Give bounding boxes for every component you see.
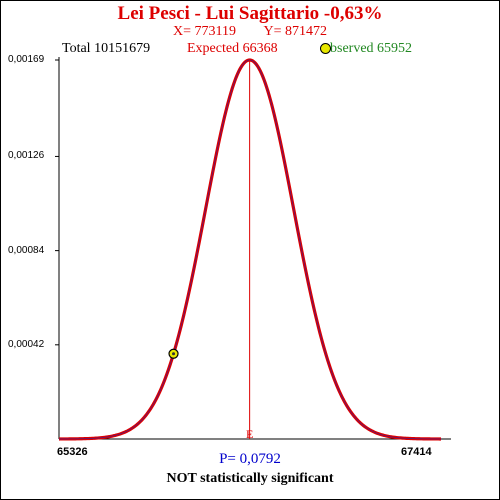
observed-label-text: bserved 65952: [330, 41, 413, 56]
expected-label: Expected 66368: [187, 41, 278, 56]
x-value: X= 773119: [172, 24, 236, 39]
y-tick-label: 0,00042: [8, 338, 45, 350]
x-tick-min: 65326: [57, 446, 88, 458]
observed-legend-marker: [320, 43, 331, 54]
y-tick-label: 0,00126: [8, 150, 45, 162]
observed-point-center: [172, 352, 176, 356]
observed-label: bserved 65952: [320, 41, 412, 57]
y-value: Y= 871472: [263, 24, 327, 39]
y-tick-label: 0,00169: [8, 54, 45, 65]
y-tick-label: 0,00084: [8, 244, 45, 256]
chart-title: Lei Pesci - Lui Sagittario -0,63%: [117, 3, 383, 24]
total-label: Total 10151679: [62, 41, 151, 56]
x-tick-max: 67414: [401, 446, 432, 458]
xy-values: X= 773119 Y= 871472: [0, 24, 500, 40]
expected-marker-label: E: [246, 427, 253, 441]
significance-verdict: NOT statistically significant: [166, 471, 334, 486]
p-value: P= 0,0792: [219, 451, 281, 467]
